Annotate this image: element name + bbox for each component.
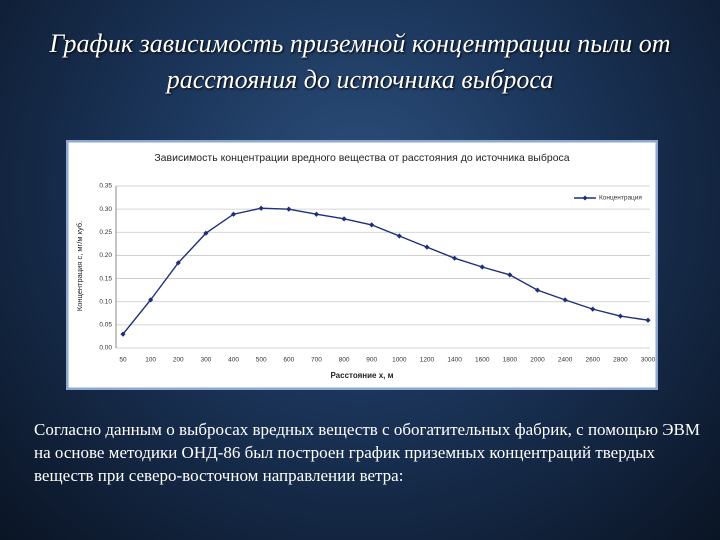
legend-marker: [582, 195, 588, 201]
data-point: [562, 297, 568, 303]
x-tick-label: 2800: [613, 357, 628, 364]
x-tick-label: 50: [119, 357, 127, 364]
data-point: [369, 222, 375, 228]
series-line: [122, 207, 649, 335]
chart-box: Зависимость концентрации вредного вещест…: [65, 139, 659, 395]
data-point: [645, 317, 651, 323]
y-tick-label: 0.10: [99, 298, 112, 305]
x-tick-label: 2000: [530, 357, 545, 364]
x-tick-label: 1600: [475, 357, 490, 364]
data-point: [341, 216, 347, 222]
x-tick-label: 1200: [420, 357, 435, 364]
data-point: [451, 255, 458, 261]
y-tick-label: 0.00: [99, 345, 112, 352]
x-tick-label: 1800: [503, 357, 518, 364]
chart-frame: [65, 139, 659, 391]
x-axis-label: Расстояние х, м: [330, 371, 393, 380]
x-tick-label: 2400: [558, 357, 573, 364]
legend-label: Концентрация: [599, 195, 642, 202]
x-tick-label: 400: [228, 357, 239, 364]
y-tick-label: 0.30: [99, 206, 112, 213]
data-point: [396, 233, 402, 239]
data-point: [230, 211, 237, 217]
x-tick-label: 900: [366, 357, 377, 364]
x-tick-label: 1000: [392, 357, 407, 364]
data-point: [175, 260, 181, 266]
x-tick-label: 500: [256, 357, 267, 364]
y-tick-label: 0.15: [99, 275, 112, 282]
y-tick-label: 0.20: [99, 252, 112, 259]
x-tick-label: 100: [145, 357, 156, 364]
chart-title: Зависимость концентрации вредного вещест…: [154, 152, 569, 164]
data-point: [479, 264, 485, 270]
y-tick-label: 0.35: [99, 183, 112, 190]
x-tick-label: 1400: [447, 357, 462, 364]
data-point: [148, 297, 154, 303]
x-tick-label: 200: [173, 357, 184, 364]
body-text: Согласно данным о выбросах вредных вещес…: [34, 420, 700, 485]
x-tick-label: 2600: [586, 357, 601, 364]
chart: Зависимость концентрации вредного вещест…: [65, 139, 659, 391]
data-point: [203, 230, 209, 236]
slide-title: График зависимость приземной концентраци…: [49, 29, 671, 94]
x-tick-label: 3000: [641, 357, 656, 364]
data-point: [617, 313, 623, 319]
x-tick-label: 600: [283, 357, 294, 364]
x-tick-label: 300: [200, 357, 211, 364]
y-tick-label: 0.05: [99, 322, 112, 329]
y-tick-label: 0.25: [99, 229, 112, 236]
x-tick-label: 700: [311, 357, 322, 364]
data-point: [258, 205, 264, 211]
data-point: [424, 244, 430, 250]
y-axis-label: Концентрация с, мг/м куб.: [75, 221, 84, 311]
data-point: [590, 306, 596, 312]
x-tick-label: 800: [339, 357, 350, 364]
